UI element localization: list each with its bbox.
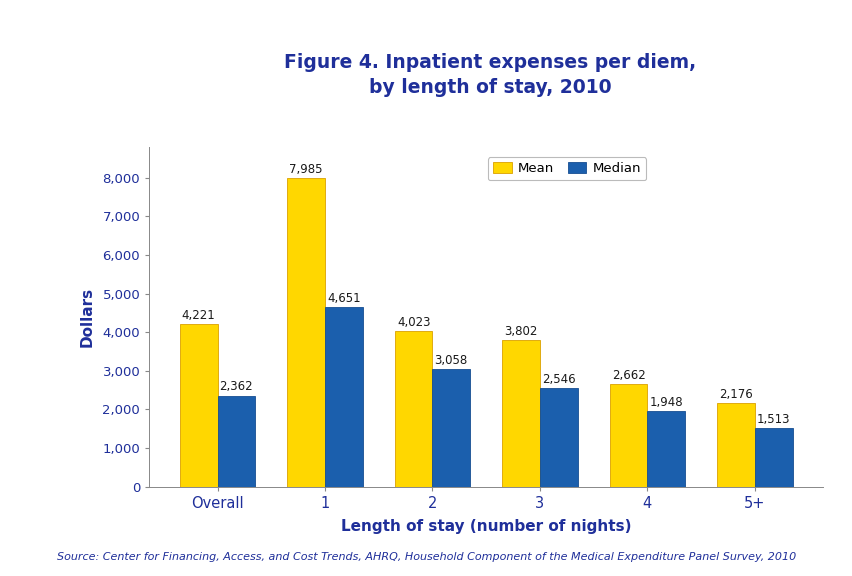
Bar [325, 307, 362, 487]
Bar [180, 324, 217, 487]
Text: 7,985: 7,985 [289, 163, 323, 176]
Y-axis label: Dollars: Dollars [79, 287, 94, 347]
Bar [717, 403, 754, 487]
Legend: Mean, Median: Mean, Median [487, 157, 646, 180]
Bar [394, 331, 432, 487]
X-axis label: Length of stay (number of nights): Length of stay (number of nights) [341, 519, 630, 534]
Text: 4,221: 4,221 [181, 309, 216, 321]
Bar [539, 388, 577, 487]
Text: 3,058: 3,058 [435, 354, 468, 366]
Text: Source: Center for Financing, Access, and Cost Trends, AHRQ, Household Component: Source: Center for Financing, Access, an… [57, 552, 795, 562]
Bar [647, 411, 684, 487]
Text: 2,546: 2,546 [541, 373, 575, 386]
Bar [502, 340, 539, 487]
Text: 2,362: 2,362 [219, 380, 253, 393]
Text: 2,176: 2,176 [718, 388, 752, 400]
Text: 1,513: 1,513 [756, 413, 790, 426]
Text: 4,023: 4,023 [396, 316, 430, 329]
Bar [287, 179, 325, 487]
Bar [432, 369, 469, 487]
Text: 2,662: 2,662 [611, 369, 645, 382]
Text: 1,948: 1,948 [648, 396, 682, 410]
Text: Figure 4. Inpatient expenses per diem,
by length of stay, 2010: Figure 4. Inpatient expenses per diem, b… [284, 53, 696, 97]
Bar [609, 384, 647, 487]
Bar [754, 429, 792, 487]
Bar [217, 396, 255, 487]
Text: 4,651: 4,651 [326, 292, 360, 305]
Text: 3,802: 3,802 [504, 325, 538, 338]
